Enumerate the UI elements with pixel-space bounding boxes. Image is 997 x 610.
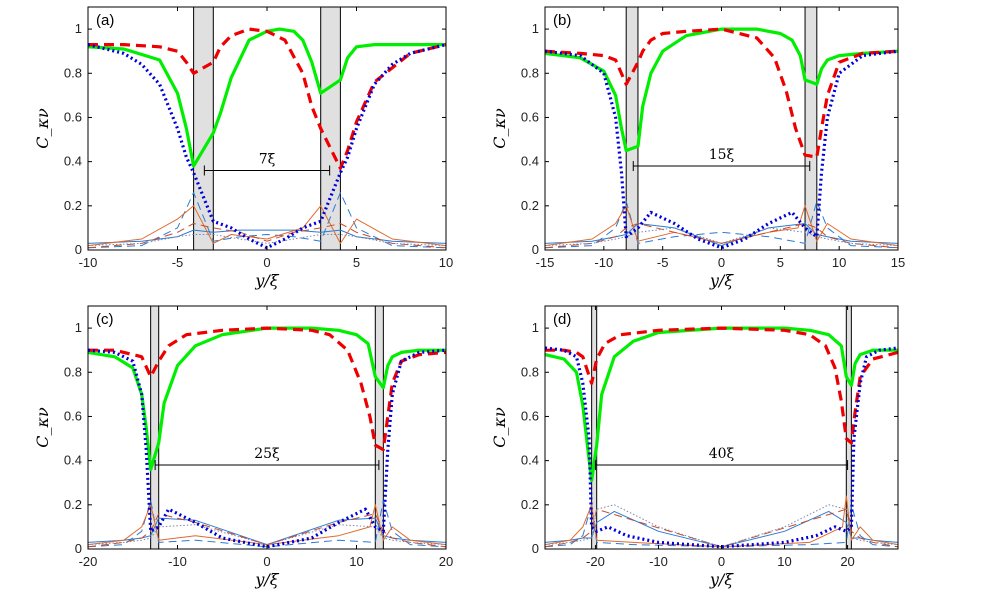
barrier-2 [804,6,818,251]
y-tick-label: 1 [75,21,82,36]
width-label: 25ξ [254,446,280,462]
x-tick-label: 10 [832,255,846,270]
series-orange-dashed-thin [88,223,446,249]
barrier-1 [193,6,214,251]
y-axis-label: C_κν [33,407,52,448]
x-tick-label: 10 [777,554,791,569]
y-tick-label: 0 [532,541,539,556]
series-blue-dotted-thick [545,49,898,250]
x-tick-label: -10 [594,255,613,270]
y-tick-label: 0 [532,242,539,257]
y-axis-label: C_κν [490,407,509,448]
series-red-dashed-thick [545,326,898,445]
width-label: 7ξ [259,151,276,167]
barrier-2 [374,305,384,550]
x-tick-label: -20 [79,554,98,569]
series-orange-dashed-thin [545,508,898,548]
x-tick-label: -20 [586,554,605,569]
width-label: 40ξ [709,446,735,462]
panel-c: -20 -10 0 10 20 0 0.2 0.4 0.6 0.8 1 (c) 25ξ y/ξ C_κν [33,305,453,589]
y-tick-label: 0.6 [64,408,82,423]
y-tick-label: 0.8 [64,364,82,379]
series-green-solid-thick [545,27,898,153]
y-tick-label: 1 [532,21,539,36]
series-red-dashed-thick [545,27,898,159]
axes-frame [87,305,447,550]
y-tick-label: 0.2 [64,198,82,213]
y-tick-label: 0.2 [521,198,539,213]
series-orange-solid-thin [88,205,446,247]
x-tick-label: -5 [657,255,669,270]
y-tick-label: 0.4 [521,154,539,169]
x-tick-label: 15 [891,255,905,270]
x-tick-label: 5 [777,255,784,270]
x-tick-label: -10 [79,255,98,270]
x-tick-label: 20 [439,554,453,569]
x-tick-label: 5 [353,255,360,270]
x-tick-label: -10 [168,554,187,569]
y-tick-label: 0.8 [521,364,539,379]
x-tick-label: -5 [172,255,184,270]
barrier-1 [150,305,160,550]
y-tick-label: 0.4 [64,154,82,169]
series-blue-dashed-thin [88,192,446,249]
x-tick-label: 0 [718,255,725,270]
series-blue-dashed-thin [545,200,898,249]
y-tick-label: 0.2 [521,497,539,512]
x-tick-label: 10 [349,554,363,569]
y-tick-label: 0.6 [64,109,82,124]
panel-a: -10 -5 0 5 10 0 0.2 0.4 0.6 0.8 1 (a) 7ξ y/ξ C_κν [33,6,453,290]
axes-frame [544,6,899,251]
y-axis-label: C_κν [33,108,52,149]
x-axis-label: y/ξ [254,271,279,290]
y-tick-label: 1 [75,320,82,335]
panel-label: (b) [553,12,571,29]
x-axis-label: y/ξ [709,570,734,589]
series-blue-dotted-thick [88,43,446,250]
y-tick-label: 0.2 [64,497,82,512]
x-tick-label: 20 [840,554,854,569]
panel-label: (d) [553,311,571,328]
x-tick-label: 10 [439,255,453,270]
series-gray-dotted-thin [88,234,446,247]
x-axis-label: y/ξ [709,271,734,290]
panel-label: (c) [96,311,114,328]
y-tick-label: 0.6 [521,109,539,124]
y-tick-label: 0 [75,242,82,257]
series-orange-dashed-thin [545,223,898,249]
width-label: 15ξ [709,147,735,163]
panel-b: -15 -10 -5 0 5 10 15 0 0.2 0.4 0.6 0.8 1 (b) 15ξ y/ξ C_κ… [490,6,905,290]
panel-d: -20 -10 0 10 20 0 0.2 0.4 0.6 0.8 1 (d) 40ξ y/ξ C_κν [490,305,899,589]
series-green-solid-thick [88,27,446,168]
series-gray-dotted-thin [88,524,446,546]
y-tick-label: 1 [532,320,539,335]
series-red-dashed-thick [88,326,446,452]
x-tick-label: -10 [649,554,668,569]
barrier-1 [625,6,639,251]
y-tick-label: 0.8 [521,65,539,80]
y-tick-label: 0.8 [64,65,82,80]
x-tick-label: 0 [263,554,270,569]
series-blue-dotted-thick [545,346,898,549]
y-tick-label: 0.6 [521,408,539,423]
y-tick-label: 0.4 [64,453,82,468]
x-tick-label: 0 [718,554,725,569]
panel-label: (a) [96,12,114,29]
x-tick-label: -15 [536,255,555,270]
x-axis-label: y/ξ [254,570,279,589]
y-tick-label: 0 [75,541,82,556]
series-gray-dotted-thin [545,227,898,247]
series-orange-dashed-thin [88,513,446,548]
series-orange-solid-thin [88,504,446,546]
series-red-dashed-thick [88,27,446,170]
series-orange-solid-thin [545,495,898,548]
y-tick-label: 0.4 [521,453,539,468]
x-tick-label: 0 [263,255,270,270]
y-axis-label: C_κν [490,108,509,149]
